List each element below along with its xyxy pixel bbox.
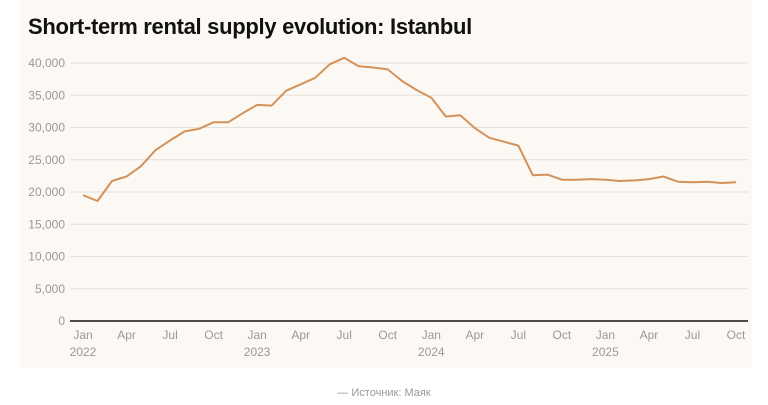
x-tick-label: Oct — [553, 328, 572, 342]
y-tick-label: 35,000 — [28, 88, 65, 102]
x-tick-label: Oct — [378, 328, 397, 342]
x-tick-label: Jan — [596, 328, 615, 342]
x-tick-label: Oct — [727, 328, 746, 342]
x-tick-label: Jul — [685, 328, 700, 342]
x-tick-label: Jan — [247, 328, 266, 342]
x-tick-year-label: 2025 — [592, 345, 619, 359]
source-note: — Источник: Маяк — [337, 387, 431, 399]
x-tick-year-label: 2022 — [70, 345, 97, 359]
y-tick-label: 20,000 — [28, 185, 65, 199]
x-tick-label: Oct — [204, 328, 223, 342]
x-tick-label: Jan — [73, 328, 92, 342]
x-tick-label: Apr — [640, 328, 659, 342]
y-tick-label: 5,000 — [35, 282, 65, 296]
series-line — [82, 56, 737, 202]
x-tick-label: Jan — [422, 328, 441, 342]
y-tick-label: 15,000 — [28, 217, 65, 231]
x-tick-year-label: 2023 — [244, 345, 271, 359]
y-tick-label: 25,000 — [28, 153, 65, 167]
x-tick-label: Apr — [465, 328, 484, 342]
line-chart: 0 5,000 10,000 15,000 20,000 25,000 30,000 35,0… — [28, 56, 748, 359]
chart-card — [20, 0, 752, 368]
x-tick-label: Jul — [511, 328, 526, 342]
y-tick-label: 10,000 — [28, 250, 65, 264]
y-tick-label: 30,000 — [28, 121, 65, 135]
y-tick-label: 40,000 — [28, 56, 65, 70]
x-tick-label: Jul — [162, 328, 177, 342]
x-tick-label: Jul — [337, 328, 352, 342]
chart-title: Short-term rental supply evolution: Ista… — [28, 14, 472, 39]
x-tick-label: Apr — [291, 328, 310, 342]
x-tick-label: Apr — [117, 328, 136, 342]
x-tick-year-label: 2024 — [418, 345, 445, 359]
y-tick-label: 0 — [58, 314, 65, 328]
